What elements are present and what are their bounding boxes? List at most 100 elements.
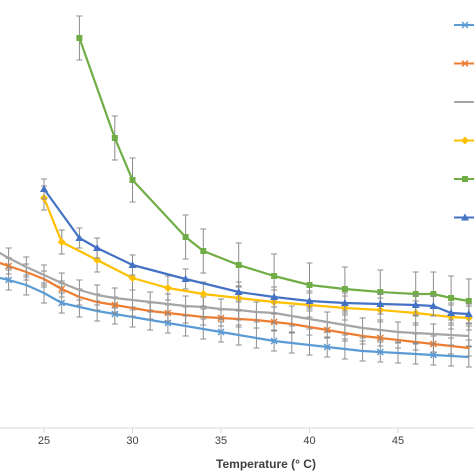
series-1-line: [0, 276, 469, 359]
series-4-point: [128, 274, 137, 282]
x-tick-label: 40: [303, 435, 315, 447]
point-square: [341, 286, 348, 292]
series-6-point: [340, 299, 349, 306]
point-diamond: [199, 290, 208, 298]
series-5-point: [341, 286, 348, 292]
series-6-point: [93, 244, 102, 251]
series-6-point: [305, 297, 314, 304]
point-stroke: [429, 351, 437, 359]
point-square: [306, 282, 313, 288]
series-6-point: [461, 213, 469, 221]
point-stroke: [217, 328, 225, 336]
point-triangle: [128, 261, 137, 268]
point-diamond: [128, 274, 137, 282]
series-1-point: [111, 310, 119, 318]
point-triangle: [447, 309, 456, 316]
point-diamond: [57, 238, 66, 246]
point-square: [76, 35, 83, 41]
point-stroke: [323, 343, 331, 351]
series-5-point: [412, 291, 419, 297]
point-stroke: [270, 337, 278, 345]
series-1-point: [323, 343, 331, 351]
x-axis-ticks: 25 30 35 40 45: [38, 428, 404, 447]
series-6: [40, 178, 473, 325]
point-diamond: [461, 136, 469, 145]
series-6-point: [128, 261, 137, 268]
point-stroke: [461, 59, 469, 68]
series-4-point: [461, 136, 469, 145]
x-axis-title: Temperature (° C): [216, 457, 316, 471]
series-5-point: [465, 298, 472, 304]
series-5-point: [430, 291, 437, 297]
series-6-point: [75, 234, 84, 241]
x-tick-label: 30: [126, 435, 138, 447]
point-square: [462, 176, 468, 182]
x-tick-label: 45: [392, 435, 404, 447]
series-2-point: [461, 59, 469, 68]
x-tick-label: 35: [215, 435, 227, 447]
point-square: [412, 291, 419, 297]
series-layer: [0, 15, 473, 368]
legend: [454, 21, 474, 221]
series-6-point: [40, 185, 48, 192]
point-triangle: [464, 310, 473, 317]
point-triangle: [270, 293, 279, 300]
point-diamond: [163, 284, 172, 292]
point-square: [129, 177, 136, 183]
point-square: [182, 234, 189, 240]
x-tick-label: 25: [38, 435, 50, 447]
series-6-point: [411, 301, 420, 308]
series-1-point: [58, 299, 66, 307]
series-6-point: [270, 293, 279, 300]
point-square: [271, 273, 278, 279]
point-stroke: [461, 21, 469, 29]
point-triangle: [75, 234, 84, 241]
series-5-point: [182, 234, 189, 240]
series-5-point: [377, 289, 384, 295]
series-5-point: [111, 135, 118, 141]
series-1-point: [429, 351, 437, 359]
point-triangle: [93, 244, 102, 251]
point-triangle: [340, 299, 349, 306]
series-4-point: [199, 290, 208, 298]
series-5-point: [462, 176, 468, 182]
series-4-line: [42, 197, 469, 320]
point-stroke: [111, 310, 119, 318]
point-square: [430, 291, 437, 297]
series-5: [76, 15, 472, 324]
point-square: [111, 135, 118, 141]
series-6-point: [181, 275, 190, 282]
series-6-point: [376, 300, 385, 307]
point-square: [448, 295, 455, 301]
point-square: [465, 298, 472, 304]
series-1-point: [376, 348, 384, 356]
point-stroke: [376, 348, 384, 356]
point-triangle: [411, 301, 420, 308]
series-5-point: [76, 35, 83, 41]
series-5-point: [306, 282, 313, 288]
point-triangle: [461, 213, 469, 221]
series-5-point: [129, 177, 136, 183]
series-1-point: [217, 328, 225, 336]
series-6-point: [429, 302, 438, 309]
series-4-point: [57, 238, 66, 246]
series-6-point: [464, 310, 473, 317]
series-2-line: [0, 261, 469, 350]
point-stroke: [5, 276, 13, 284]
point-triangle: [181, 275, 190, 282]
point-triangle: [40, 185, 48, 192]
series-6-point: [234, 288, 243, 295]
point-triangle: [376, 300, 385, 307]
series-6-line: [43, 188, 469, 316]
point-square: [235, 262, 242, 268]
point-triangle: [429, 302, 438, 309]
series-1-point: [270, 337, 278, 345]
point-square: [377, 289, 384, 295]
point-triangle: [234, 288, 243, 295]
series-5-point: [235, 262, 242, 268]
point-square: [200, 248, 207, 254]
series-1-point: [461, 21, 469, 29]
series-1-point: [5, 276, 13, 284]
point-stroke: [58, 299, 66, 307]
